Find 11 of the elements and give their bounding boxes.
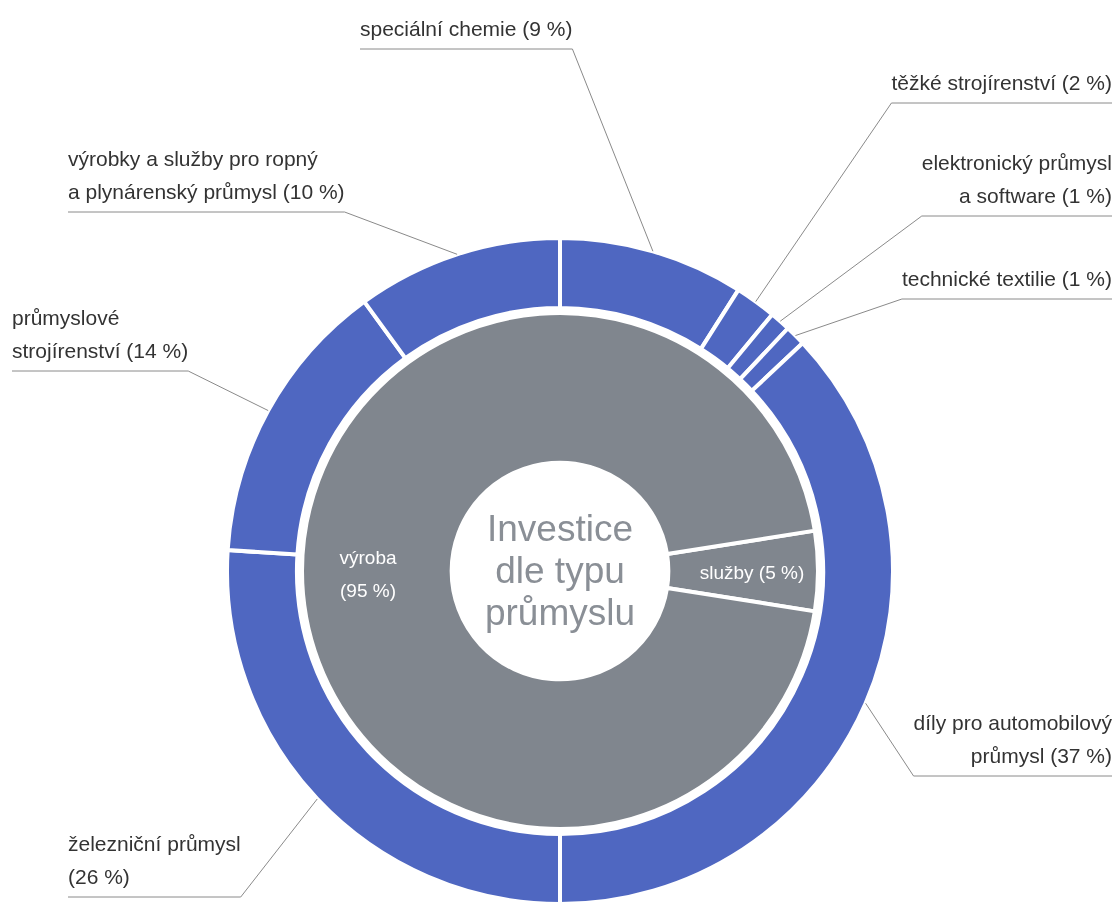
- slice-label: díly pro automobilový průmysl (37 %): [913, 711, 1113, 767]
- slice-label: těžké strojírenství (2 %): [891, 71, 1112, 94]
- slice-label: elektronický průmysl a software (1 %): [921, 151, 1112, 207]
- slice-label: výrobky a služby pro ropný a plynárenský průmysl (10 %): [68, 147, 345, 203]
- slice-label: speciální chemie (9 %): [360, 17, 573, 40]
- text: Investice dle typu průmyslu: [484, 508, 636, 633]
- slice-label: výroba (95 %): [339, 547, 397, 601]
- slice-label: technické textilie (1 %): [901, 267, 1112, 290]
- slice-label: průmyslové strojírenství (14 %): [12, 306, 189, 362]
- slice-label: služby (5 %): [699, 562, 805, 583]
- slice-label: železniční průmysl (26 %): [68, 832, 241, 888]
